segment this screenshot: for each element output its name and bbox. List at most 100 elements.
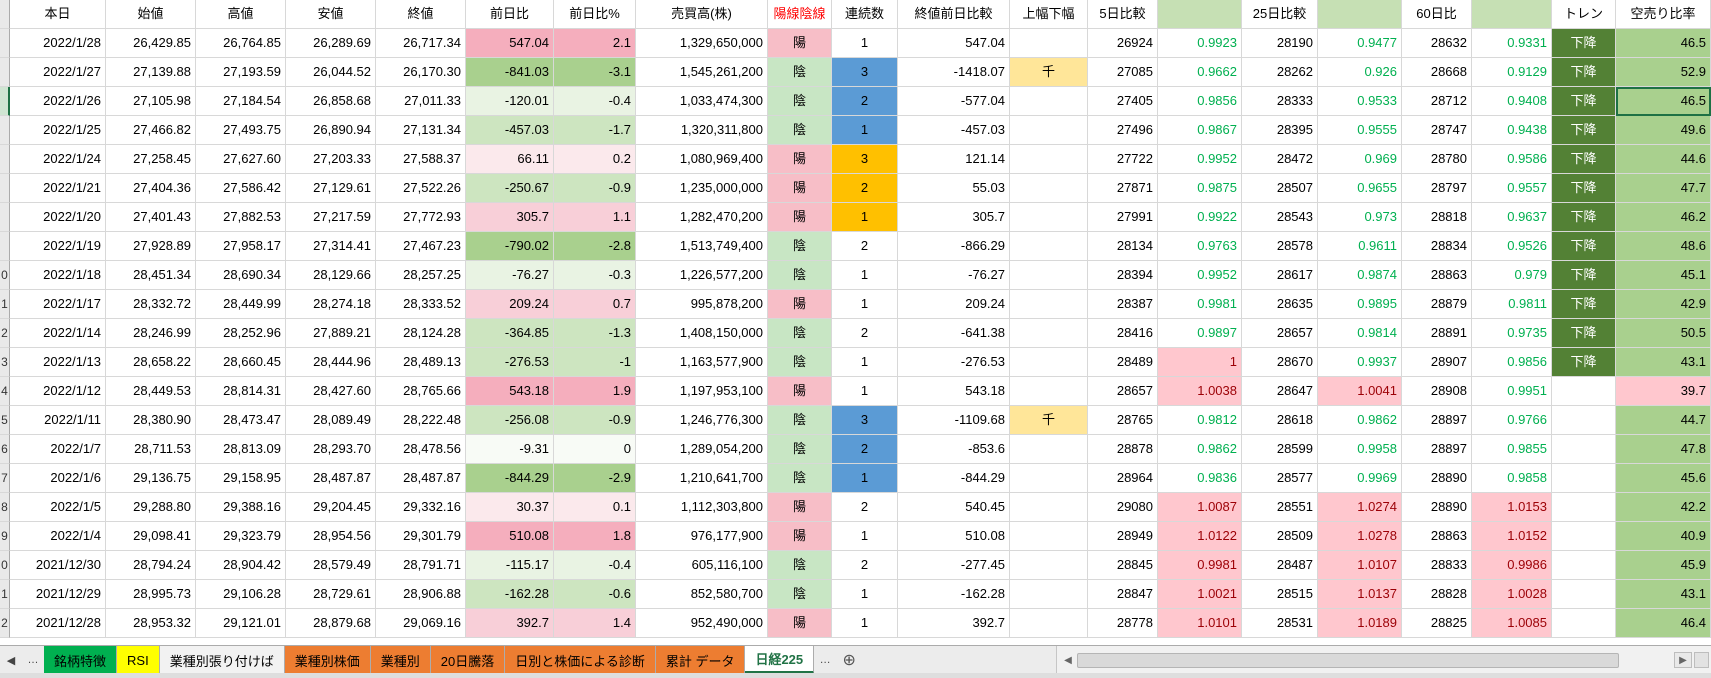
cell-low[interactable]: 26,289.69 (286, 29, 376, 58)
cell-trend[interactable]: 下降 (1552, 348, 1616, 377)
cell-candle[interactable]: 陽 (768, 493, 832, 522)
cell-close[interactable]: 26,170.30 (376, 58, 466, 87)
cell-ma25[interactable]: 28395 (1242, 116, 1318, 145)
cell-trend[interactable]: 下降 (1552, 319, 1616, 348)
cell-range_note[interactable]: 千 (1010, 406, 1088, 435)
col-header-candle[interactable]: 陽線陰線 (768, 0, 832, 29)
col-header-ma5[interactable]: 5日比較 (1088, 0, 1158, 29)
sheet-tab-7[interactable]: 日別と株価による診断 (505, 646, 656, 674)
cell-r60[interactable]: 0.9557 (1472, 174, 1552, 203)
cell-high[interactable]: 27,882.53 (196, 203, 286, 232)
cell-open[interactable]: 28,953.32 (106, 609, 196, 638)
cell-change_pct[interactable]: -0.6 (554, 580, 636, 609)
col-header-short_ratio[interactable]: 空売り比率 (1616, 0, 1711, 29)
cell-candle[interactable]: 陽 (768, 174, 832, 203)
cell-ma5[interactable]: 28489 (1088, 348, 1158, 377)
cell-range_note[interactable] (1010, 232, 1088, 261)
cell-streak[interactable]: 2 (832, 493, 898, 522)
cell-range_note[interactable] (1010, 464, 1088, 493)
cell-ma5[interactable]: 28134 (1088, 232, 1158, 261)
cell-ma25[interactable]: 28635 (1242, 290, 1318, 319)
cell-short_ratio[interactable]: 47.8 (1616, 435, 1711, 464)
cell-ma25[interactable]: 28472 (1242, 145, 1318, 174)
cell-open[interactable]: 26,429.85 (106, 29, 196, 58)
cell-change[interactable]: -250.67 (466, 174, 554, 203)
cell-gutter[interactable]: 6 (0, 435, 10, 464)
cell-date[interactable]: 2022/1/19 (10, 232, 106, 261)
cell-r60[interactable]: 0.9438 (1472, 116, 1552, 145)
cell-change[interactable]: -256.08 (466, 406, 554, 435)
cell-range_note[interactable] (1010, 261, 1088, 290)
cell-r25[interactable]: 1.0278 (1318, 522, 1402, 551)
cell-change[interactable]: 30.37 (466, 493, 554, 522)
cell-volume[interactable]: 605,116,100 (636, 551, 768, 580)
sheet-tab-5[interactable]: 業種別 (370, 646, 431, 674)
cell-close_diff[interactable]: -866.29 (898, 232, 1010, 261)
cell-trend[interactable]: 下降 (1552, 29, 1616, 58)
cell-gutter[interactable]: 2 (0, 319, 10, 348)
col-header-open[interactable]: 始値 (106, 0, 196, 29)
cell-close[interactable]: 27,588.37 (376, 145, 466, 174)
cell-candle[interactable]: 陰 (768, 551, 832, 580)
cell-streak[interactable]: 3 (832, 406, 898, 435)
cell-high[interactable]: 26,764.85 (196, 29, 286, 58)
col-header-change_pct[interactable]: 前日比% (554, 0, 636, 29)
cell-close[interactable]: 26,717.34 (376, 29, 466, 58)
sheet-overflow-right-icon[interactable]: … (819, 654, 831, 666)
cell-open[interactable]: 28,380.90 (106, 406, 196, 435)
cell-date[interactable]: 2021/12/30 (10, 551, 106, 580)
cell-r5[interactable]: 1.0038 (1158, 377, 1242, 406)
cell-close_diff[interactable]: -853.6 (898, 435, 1010, 464)
cell-date[interactable]: 2021/12/29 (10, 580, 106, 609)
col-header-low[interactable]: 安値 (286, 0, 376, 29)
cell-low[interactable]: 28,089.49 (286, 406, 376, 435)
sheet-tab-1[interactable]: 銘柄特徴 (44, 646, 118, 674)
cell-volume[interactable]: 1,226,577,200 (636, 261, 768, 290)
cell-high[interactable]: 27,193.59 (196, 58, 286, 87)
cell-date[interactable]: 2022/1/21 (10, 174, 106, 203)
cell-open[interactable]: 28,658.22 (106, 348, 196, 377)
cell-candle[interactable]: 陰 (768, 116, 832, 145)
cell-range_note[interactable] (1010, 522, 1088, 551)
cell-ma5[interactable]: 28964 (1088, 464, 1158, 493)
col-header-r5[interactable] (1158, 0, 1242, 29)
cell-short_ratio[interactable]: 39.7 (1616, 377, 1711, 406)
cell-open[interactable]: 27,928.89 (106, 232, 196, 261)
cell-date[interactable]: 2022/1/5 (10, 493, 106, 522)
cell-high[interactable]: 29,323.79 (196, 522, 286, 551)
cell-gutter[interactable]: 5 (0, 406, 10, 435)
cell-r60[interactable]: 0.9408 (1472, 87, 1552, 116)
cell-r25[interactable]: 1.0274 (1318, 493, 1402, 522)
cell-ma60[interactable]: 28863 (1402, 522, 1472, 551)
cell-close[interactable]: 28,333.52 (376, 290, 466, 319)
cell-ma5[interactable]: 27722 (1088, 145, 1158, 174)
cell-date[interactable]: 2022/1/28 (10, 29, 106, 58)
cell-ma25[interactable]: 28599 (1242, 435, 1318, 464)
cell-ma25[interactable]: 28507 (1242, 174, 1318, 203)
cell-change[interactable]: -9.31 (466, 435, 554, 464)
cell-date[interactable]: 2022/1/7 (10, 435, 106, 464)
cell-volume[interactable]: 1,033,474,300 (636, 87, 768, 116)
cell-ma5[interactable]: 27871 (1088, 174, 1158, 203)
cell-ma5[interactable]: 27085 (1088, 58, 1158, 87)
cell-ma25[interactable]: 28618 (1242, 406, 1318, 435)
cell-close[interactable]: 28,478.56 (376, 435, 466, 464)
cell-open[interactable]: 27,105.98 (106, 87, 196, 116)
cell-high[interactable]: 27,493.75 (196, 116, 286, 145)
cell-date[interactable]: 2022/1/11 (10, 406, 106, 435)
cell-change_pct[interactable]: -1 (554, 348, 636, 377)
cell-high[interactable]: 28,660.45 (196, 348, 286, 377)
cell-volume[interactable]: 1,329,650,000 (636, 29, 768, 58)
cell-volume[interactable]: 1,513,749,400 (636, 232, 768, 261)
cell-ma60[interactable]: 28890 (1402, 464, 1472, 493)
cell-range_note[interactable] (1010, 580, 1088, 609)
cell-date[interactable]: 2022/1/17 (10, 290, 106, 319)
cell-r5[interactable]: 0.9952 (1158, 145, 1242, 174)
cell-gutter[interactable]: 4 (0, 377, 10, 406)
cell-gutter[interactable] (0, 29, 10, 58)
cell-ma60[interactable]: 28780 (1402, 145, 1472, 174)
cell-open[interactable]: 29,098.41 (106, 522, 196, 551)
cell-range_note[interactable] (1010, 493, 1088, 522)
cell-short_ratio[interactable]: 42.2 (1616, 493, 1711, 522)
cell-short_ratio[interactable]: 48.6 (1616, 232, 1711, 261)
